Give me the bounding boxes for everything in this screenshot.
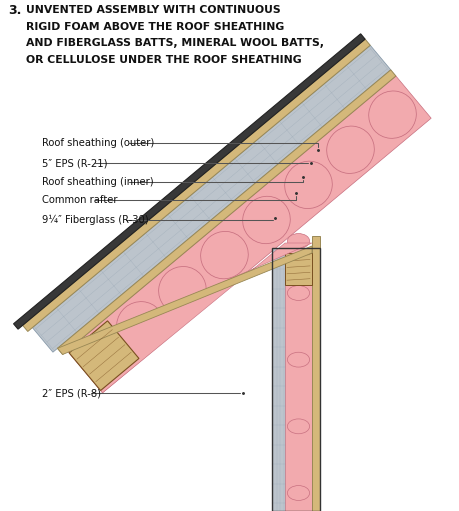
Bar [272,248,320,511]
Text: OR CELLULOSE UNDER THE ROOF SHEATHING: OR CELLULOSE UNDER THE ROOF SHEATHING [26,55,302,64]
Polygon shape [67,243,312,393]
Polygon shape [69,321,139,390]
Ellipse shape [243,196,290,244]
Text: UNVENTED ASSEMBLY WITH CONTINUOUS: UNVENTED ASSEMBLY WITH CONTINUOUS [26,5,280,15]
Bar [285,253,312,285]
Text: Roof sheathing (outer): Roof sheathing (outer) [42,138,154,148]
Bar [272,248,285,511]
Text: AND FIBERGLASS BATTS, MINERAL WOOL BATTS,: AND FIBERGLASS BATTS, MINERAL WOOL BATTS… [26,38,324,48]
Ellipse shape [327,126,374,173]
Ellipse shape [117,301,164,349]
Ellipse shape [369,91,416,138]
Polygon shape [67,76,431,393]
Text: 3.: 3. [8,4,22,17]
Text: 9¼″ Fiberglass (R-30): 9¼″ Fiberglass (R-30) [42,215,149,225]
Text: Roof sheathing (inner): Roof sheathing (inner) [42,177,154,187]
Ellipse shape [287,234,309,248]
Text: Common rafter: Common rafter [42,195,118,205]
Ellipse shape [285,161,332,208]
Polygon shape [57,246,312,355]
Polygon shape [33,45,391,352]
Text: 5″ EPS (R-21): 5″ EPS (R-21) [42,158,107,168]
Polygon shape [14,34,365,329]
Ellipse shape [287,248,309,264]
Ellipse shape [159,267,206,314]
Ellipse shape [287,419,309,434]
Ellipse shape [287,485,309,500]
Bar [312,236,320,511]
Ellipse shape [287,352,309,367]
Ellipse shape [201,231,248,279]
Polygon shape [57,70,396,355]
Bar [285,248,312,511]
Polygon shape [22,39,370,332]
Text: RIGID FOAM ABOVE THE ROOF SHEATHING: RIGID FOAM ABOVE THE ROOF SHEATHING [26,21,284,32]
Ellipse shape [287,286,309,300]
Text: 2″ EPS (R-8): 2″ EPS (R-8) [42,388,101,398]
